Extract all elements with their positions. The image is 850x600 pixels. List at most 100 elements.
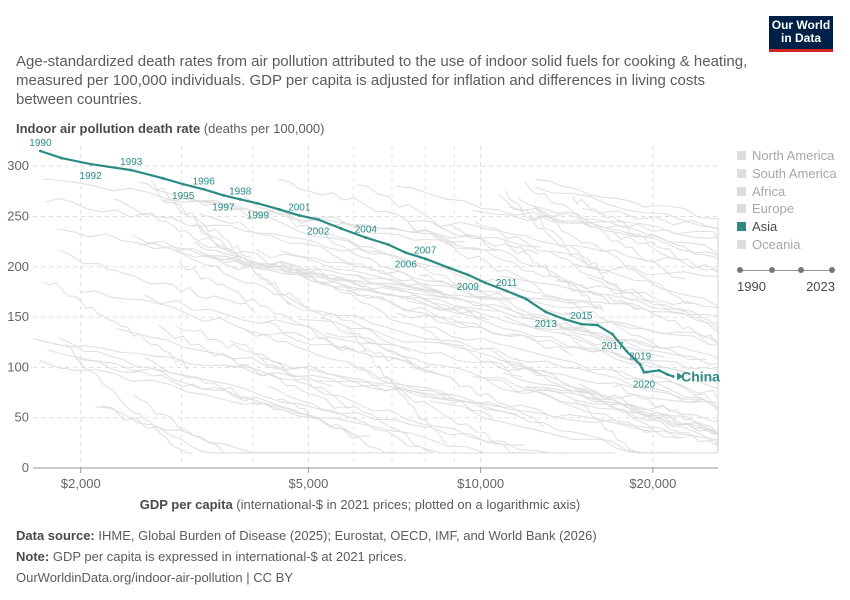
timeline-start-label: 1990: [737, 279, 766, 294]
axes: 0 50 100 150 200 250 300 $2,000 $5,000 $10,000 $20…: [7, 158, 718, 491]
background-country-line: [418, 274, 628, 350]
china-data-point[interactable]: [202, 187, 206, 191]
background-country-line: [497, 359, 719, 443]
timeline-track[interactable]: [740, 270, 832, 271]
timeline-slider[interactable]: 1990 2023: [737, 264, 835, 294]
x-tick-label: $10,000: [457, 476, 504, 491]
year-label: 2020: [633, 379, 656, 390]
timeline-tick: [798, 267, 804, 273]
china-data-point[interactable]: [544, 310, 548, 314]
china-data-point[interactable]: [339, 227, 343, 230]
y-tick-label: 200: [7, 259, 29, 274]
legend-item-north-america[interactable]: North America: [737, 147, 837, 165]
background-country-line: [504, 190, 609, 275]
background-country-line: [116, 328, 520, 418]
background-country-line: [47, 349, 298, 412]
china-data-point[interactable]: [89, 162, 92, 166]
china-data-point[interactable]: [595, 323, 599, 327]
y-tick-label: 50: [15, 410, 29, 425]
china-data-point[interactable]: [423, 257, 427, 261]
china-data-point[interactable]: [447, 266, 451, 270]
background-country-line: [524, 181, 686, 280]
china-data-point[interactable]: [364, 236, 368, 239]
footer-url[interactable]: OurWorldinData.org/indoor-air-pollution …: [16, 570, 293, 585]
timeline-end-label: 2023: [806, 279, 835, 294]
china-data-point[interactable]: [278, 207, 281, 211]
background-country-line: [612, 231, 719, 309]
china-data-point[interactable]: [297, 214, 301, 217]
timeline-start-handle[interactable]: [737, 267, 743, 273]
china-data-point[interactable]: [657, 368, 661, 372]
year-label: 2011: [496, 278, 518, 289]
china-data-point[interactable]: [221, 193, 225, 197]
x-tick-label: $20,000: [629, 476, 676, 491]
legend-label: Oceania: [752, 236, 801, 252]
background-country-line: [472, 209, 719, 257]
china-data-point[interactable]: [579, 322, 583, 326]
china-data-point[interactable]: [39, 149, 42, 153]
background-country-line: [571, 196, 680, 261]
china-data-point[interactable]: [129, 168, 133, 172]
background-country-lines: [32, 178, 719, 454]
year-label: 2002: [307, 226, 330, 237]
china-data-point[interactable]: [466, 273, 470, 277]
china-data-point[interactable]: [161, 176, 164, 180]
data-source-text: IHME, Global Burden of Disease (2025); E…: [94, 528, 597, 543]
background-country-line: [143, 294, 541, 375]
background-country-line: [482, 347, 686, 439]
series-end-arrow: [677, 372, 684, 381]
china-data-point[interactable]: [238, 197, 242, 201]
china-data-point[interactable]: [638, 362, 642, 366]
legend-swatch: [737, 222, 746, 232]
legend-item-south-america[interactable]: South America: [737, 165, 837, 183]
background-country-line: [43, 281, 189, 371]
owid-logo[interactable]: Our World in Data: [769, 16, 833, 52]
y-tick-label: 250: [7, 208, 29, 223]
china-data-point[interactable]: [505, 289, 508, 293]
background-country-line: [163, 197, 497, 252]
year-label: 2013: [535, 319, 558, 330]
china-data-point[interactable]: [256, 201, 260, 205]
data-source: Data source: IHME, Global Burden of Dise…: [16, 528, 597, 543]
legend-label: Europe: [752, 201, 794, 217]
background-country-line: [45, 197, 386, 255]
china-data-point[interactable]: [404, 251, 408, 255]
legend-item-africa[interactable]: Africa: [737, 182, 837, 200]
china-data-point[interactable]: [665, 373, 669, 376]
x-tick-label: $2,000: [61, 476, 101, 491]
background-country-line: [420, 326, 719, 415]
y-tick-label: 0: [22, 460, 29, 475]
data-source-label: Data source:: [16, 528, 95, 543]
background-country-line: [193, 241, 474, 329]
legend-item-oceania[interactable]: Oceania: [737, 235, 837, 253]
legend-swatch: [737, 186, 746, 196]
note: Note: GDP per capita is expressed in int…: [16, 549, 407, 564]
year-label: 1999: [247, 210, 270, 221]
china-series-line[interactable]: [40, 149, 674, 378]
entity-label-china[interactable]: China: [681, 368, 720, 384]
background-country-line: [32, 338, 453, 396]
china-data-point[interactable]: [387, 243, 390, 247]
timeline-end-handle[interactable]: [829, 267, 835, 273]
x-axis-label-bold: GDP per capita: [139, 497, 233, 512]
china-data-point[interactable]: [671, 375, 675, 378]
china-data-point[interactable]: [611, 332, 614, 336]
background-country-line: [113, 198, 228, 252]
year-label: 2001: [288, 202, 311, 213]
china-data-point[interactable]: [316, 218, 320, 221]
china-data-point[interactable]: [484, 281, 487, 285]
legend-item-europe[interactable]: Europe: [737, 200, 837, 218]
background-country-line: [176, 249, 411, 352]
legend-label: North America: [752, 148, 835, 164]
china-data-point[interactable]: [524, 297, 528, 301]
y-axis-label-bold: Indoor air pollution death rate: [16, 121, 201, 136]
china-data-point[interactable]: [562, 317, 566, 321]
china-data-point[interactable]: [181, 182, 185, 186]
background-country-line: [518, 198, 719, 268]
china-data-point[interactable]: [60, 156, 63, 160]
legend-item-asia[interactable]: Asia: [737, 218, 837, 236]
background-country-line: [320, 317, 544, 428]
china-data-point[interactable]: [642, 371, 646, 374]
china-data-point[interactable]: [625, 349, 629, 353]
